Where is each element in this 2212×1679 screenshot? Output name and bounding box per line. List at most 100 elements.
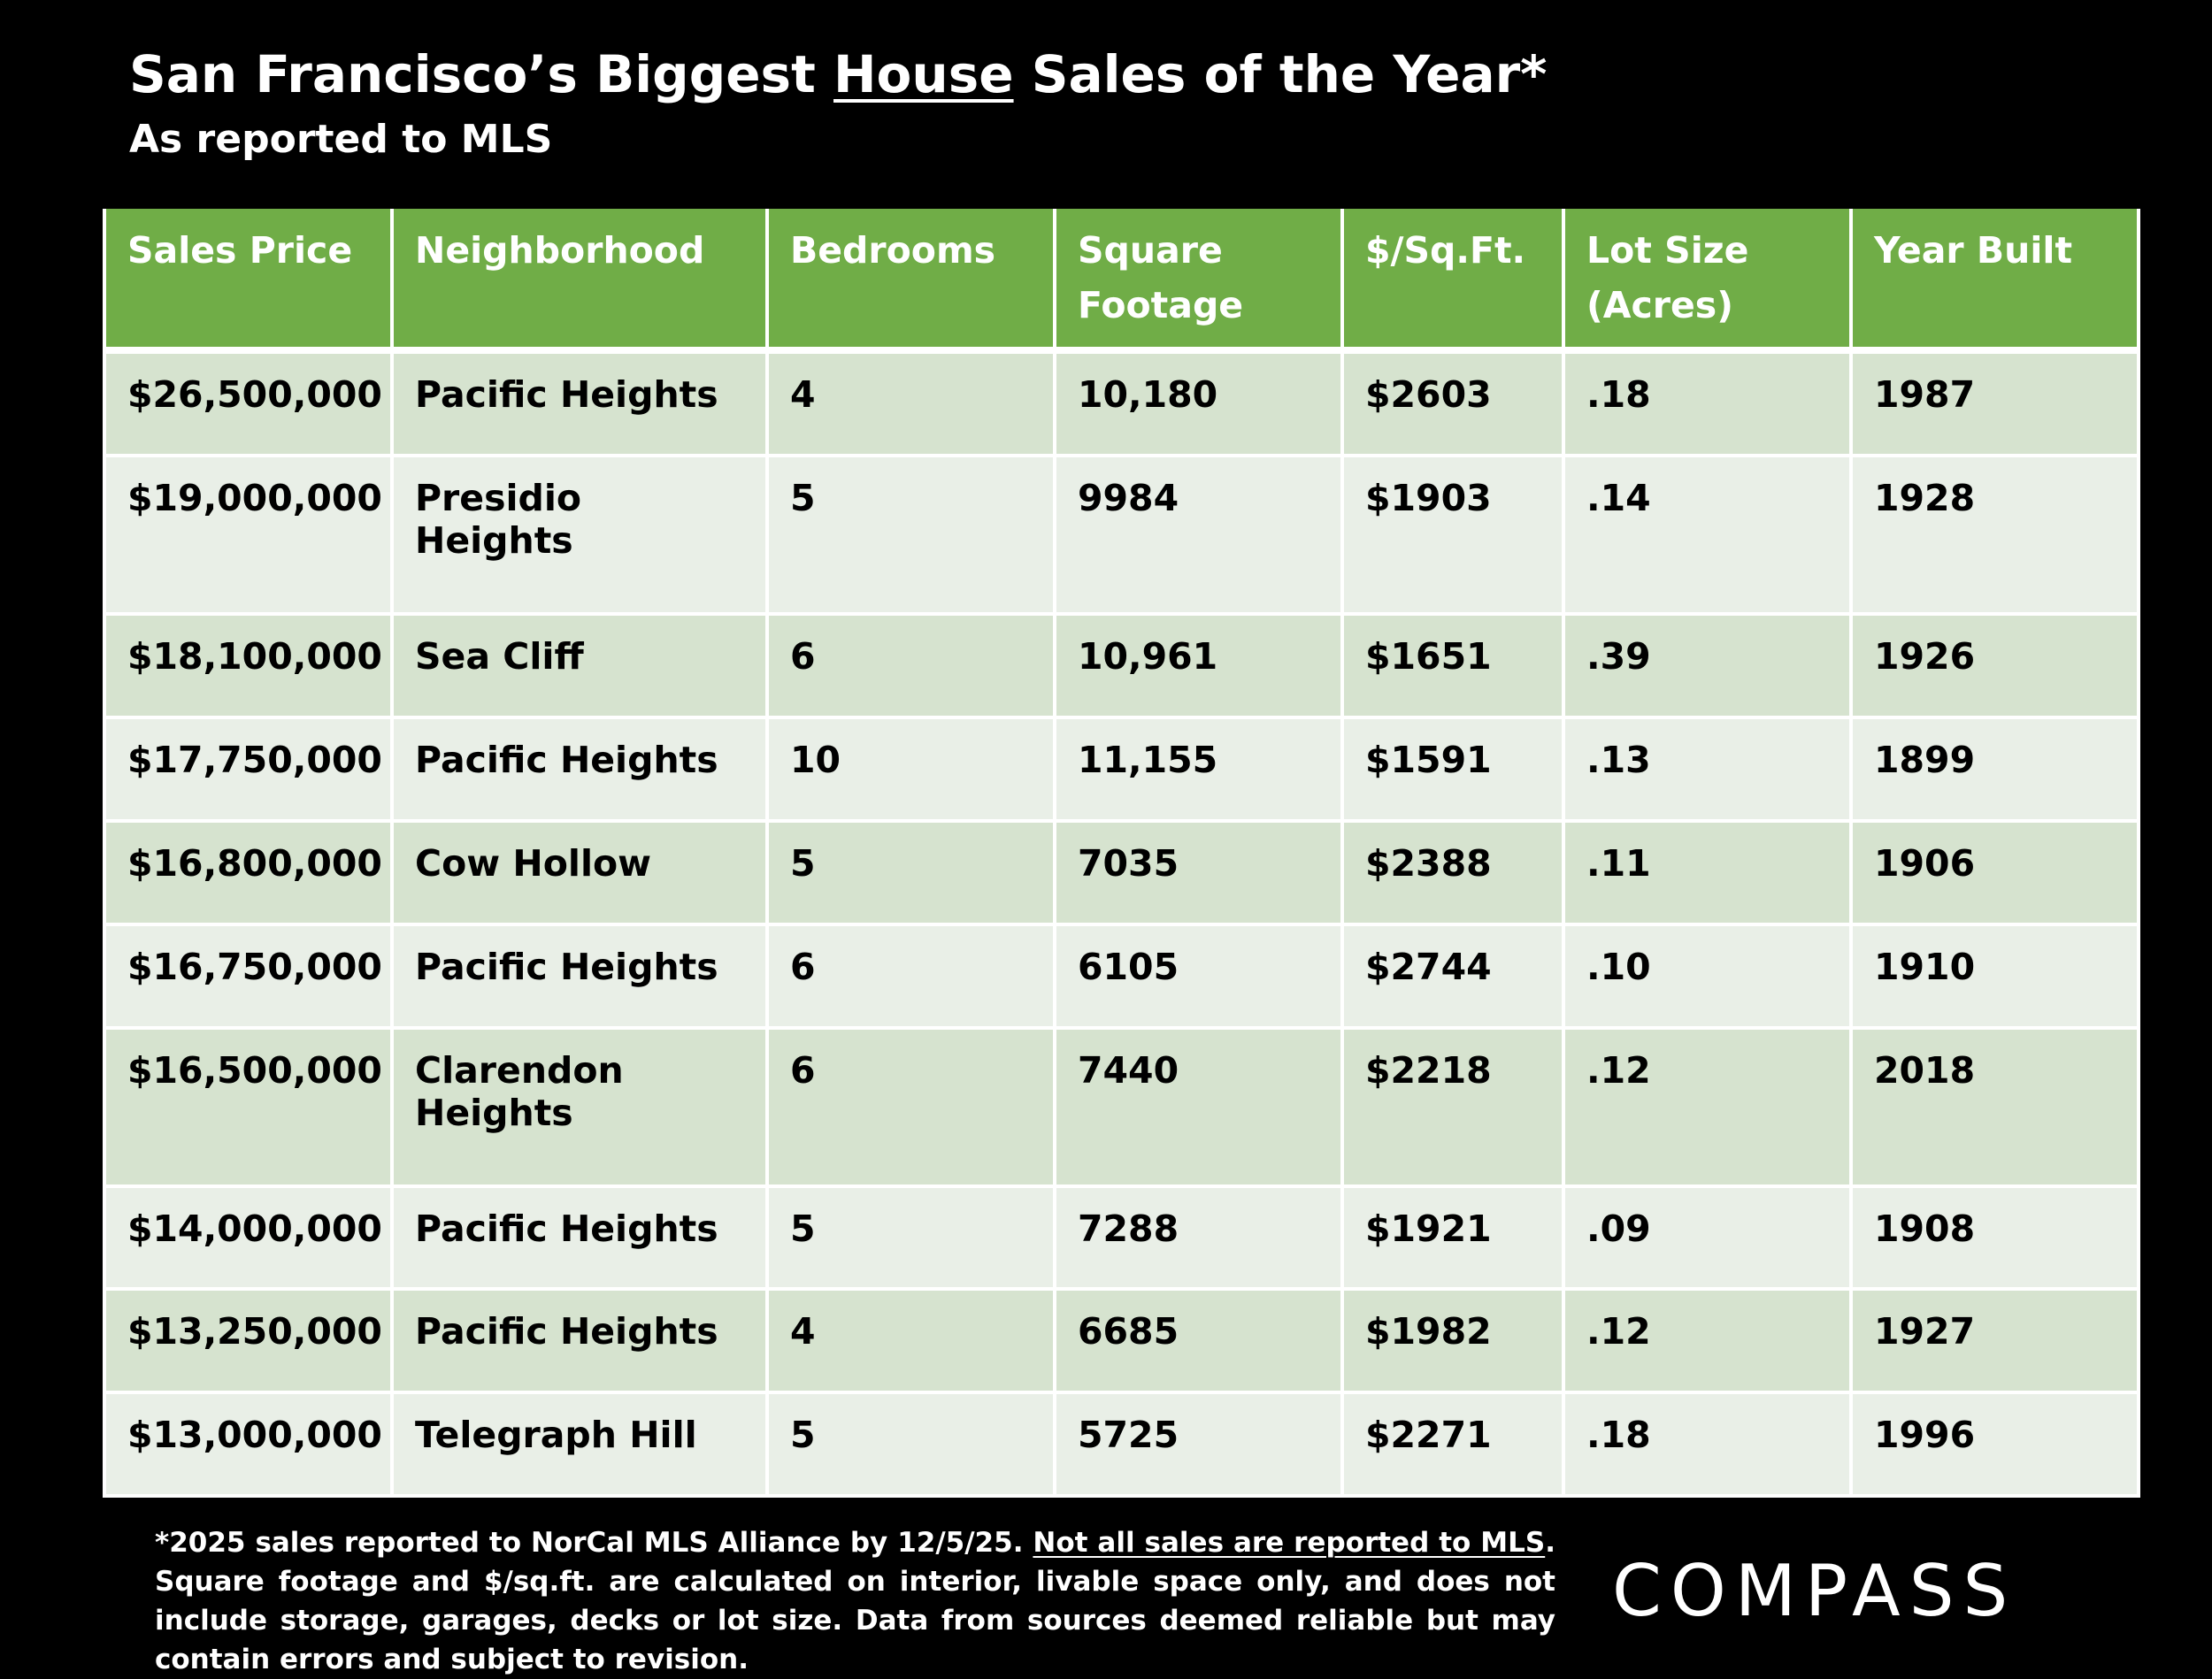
table-body: $26,500,000 Pacific Heights 4 10,180 $2603.1… — [103, 348, 2140, 1498]
table-cell: 2018 — [1849, 1025, 2140, 1188]
table-row: $19,000,000 Presidio Heights 5 9984 $1903.14… — [103, 454, 2140, 617]
table-cell: 1996 — [1849, 1391, 2140, 1498]
logo: COMPASS — [1612, 1550, 2017, 1632]
footnote-part: . Square footage and $/sq.ft. are calcul… — [155, 1527, 1555, 1675]
table-cell: 1927 — [1849, 1287, 2140, 1395]
table-cell: 6 — [765, 1025, 1056, 1188]
table-cell: $13,250,000 — [103, 1287, 394, 1395]
table-cell: .12 — [1562, 1287, 1853, 1395]
table-cell: Cow Hollow — [390, 819, 769, 926]
table-cell: 6 — [765, 612, 1056, 720]
table-cell: $1903 — [1340, 454, 1565, 617]
table-cell: Sea Cliff — [390, 612, 769, 720]
table-row: $13,250,000 Pacific Heights 4 6685 $1982.12 1… — [103, 1287, 2140, 1395]
table-cell: $17,750,000 — [103, 716, 394, 823]
table-cell: $16,750,000 — [103, 922, 394, 1030]
column-header: Bedrooms — [765, 209, 1056, 354]
table-cell: 4 — [765, 1287, 1056, 1395]
column-header: $/Sq.Ft. — [1340, 209, 1565, 354]
column-header: Sales Price — [103, 209, 394, 354]
footnote-part: *2025 sales reported to NorCal MLS Allia… — [155, 1527, 1024, 1559]
title-underlined: House — [833, 44, 1014, 104]
table-cell: .10 — [1562, 922, 1853, 1030]
header-row: Sales Price Neighborhood Bedrooms Square Fo… — [103, 209, 2140, 354]
table-cell: $2388 — [1340, 819, 1565, 926]
table-cell: 4 — [765, 348, 1056, 458]
table-cell: 6 — [765, 922, 1056, 1030]
table-row: $14,000,000 Pacific Heights 5 7288 $1921.09 1… — [103, 1184, 2140, 1292]
table-cell: .18 — [1562, 348, 1853, 458]
table-cell: 7035 — [1053, 819, 1344, 926]
table-cell: 1928 — [1849, 454, 2140, 617]
table-cell: $1651 — [1340, 612, 1565, 720]
table-cell: $2744 — [1340, 922, 1565, 1030]
table-cell: 5 — [765, 454, 1056, 617]
table-cell: Clarendon Heights — [390, 1025, 769, 1188]
column-header: Lot Size (Acres) — [1562, 209, 1853, 354]
table-cell: 1908 — [1849, 1184, 2140, 1292]
table-cell: .12 — [1562, 1025, 1853, 1188]
table-cell: 11,155 — [1053, 716, 1344, 823]
column-header: Year Built — [1849, 209, 2140, 354]
table-cell: 10 — [765, 716, 1056, 823]
table-cell: 1926 — [1849, 612, 2140, 720]
table-row: $17,750,000 Pacific Heights 10 11,155 $1591.… — [103, 716, 2140, 823]
table-cell: $16,800,000 — [103, 819, 394, 926]
table-cell: 10,961 — [1053, 612, 1344, 720]
title-part: Sales of the Year* — [1031, 44, 1548, 104]
table-cell: $1921 — [1340, 1184, 1565, 1292]
table-cell: .39 — [1562, 612, 1853, 720]
table-cell: 6105 — [1053, 922, 1344, 1030]
table-cell: $18,100,000 — [103, 612, 394, 720]
table-cell: 1906 — [1849, 819, 2140, 926]
table-cell: Pacific Heights — [390, 922, 769, 1030]
table-cell: Pacific Heights — [390, 1287, 769, 1395]
table-cell: 1987 — [1849, 348, 2140, 458]
table-cell: 7288 — [1053, 1184, 1344, 1292]
table-cell: .18 — [1562, 1391, 1853, 1498]
table-cell: 1910 — [1849, 922, 2140, 1030]
table-cell: 5 — [765, 1391, 1056, 1498]
table-cell: $26,500,000 — [103, 348, 394, 458]
table-row: $13,000,000 Telegraph Hill 5 5725 $2271.18 19… — [103, 1391, 2140, 1498]
sales-table: Sales Price Neighborhood Bedrooms Square Fo… — [103, 209, 2140, 1498]
table-cell: Telegraph Hill — [390, 1391, 769, 1498]
table-cell: Pacific Heights — [390, 716, 769, 823]
title-part: San Francisco’s Biggest — [129, 44, 816, 104]
table-cell: $16,500,000 — [103, 1025, 394, 1188]
column-header: Neighborhood — [390, 209, 769, 354]
table-cell: 5 — [765, 1184, 1056, 1292]
table-row: $16,750,000 Pacific Heights 6 6105 $2744.10 1… — [103, 922, 2140, 1030]
table-cell: 7440 — [1053, 1025, 1344, 1188]
table-cell: 5 — [765, 819, 1056, 926]
title: San Francisco’s Biggest House Sales of t… — [129, 44, 1548, 104]
table-cell: $2271 — [1340, 1391, 1565, 1498]
subtitle: As reported to MLS — [129, 117, 553, 162]
table-row: $18,100,000 Sea Cliff 6 10,961 $1651.39 1926 — [103, 612, 2140, 720]
table-cell: 1899 — [1849, 716, 2140, 823]
table-cell: Pacific Heights — [390, 348, 769, 458]
table-cell: $2603 — [1340, 348, 1565, 458]
table-cell: 6685 — [1053, 1287, 1344, 1395]
table-cell: .09 — [1562, 1184, 1853, 1292]
table-cell: $19,000,000 — [103, 454, 394, 617]
table-cell: .11 — [1562, 819, 1853, 926]
table-cell: $1982 — [1340, 1287, 1565, 1395]
table-row: $16,800,000 Cow Hollow 5 7035 $2388.11 1906 — [103, 819, 2140, 926]
table-row: $26,500,000 Pacific Heights 4 10,180 $2603.1… — [103, 348, 2140, 458]
table-cell: Pacific Heights — [390, 1184, 769, 1292]
table-cell: .13 — [1562, 716, 1853, 823]
footnote-underlined: Not all sales are reported to MLS — [1033, 1527, 1546, 1559]
table-cell: Presidio Heights — [390, 454, 769, 617]
table-cell: 9984 — [1053, 454, 1344, 617]
table-row: $16,500,000 Clarendon Heights 6 7440 $2218.1… — [103, 1025, 2140, 1188]
table-cell: $1591 — [1340, 716, 1565, 823]
table-cell: $14,000,000 — [103, 1184, 394, 1292]
column-header: Square Footage — [1053, 209, 1344, 354]
table-cell: 5725 — [1053, 1391, 1344, 1498]
table-cell: $2218 — [1340, 1025, 1565, 1188]
table-cell: .14 — [1562, 454, 1853, 617]
table-cell: 10,180 — [1053, 348, 1344, 458]
table-cell: $13,000,000 — [103, 1391, 394, 1498]
